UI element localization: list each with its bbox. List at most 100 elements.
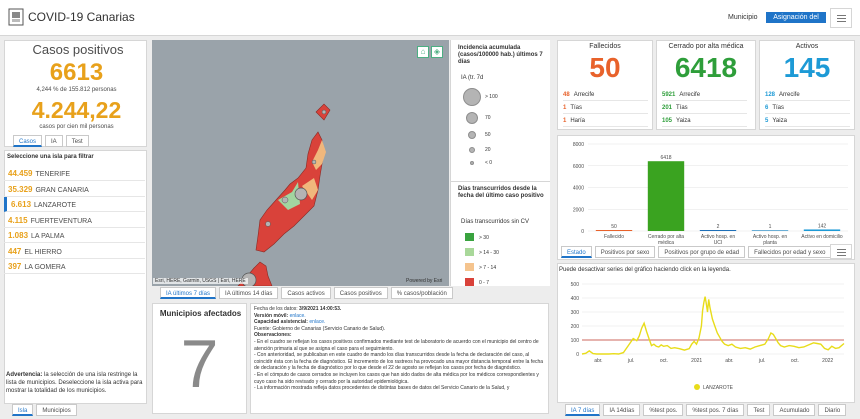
municipio-link[interactable]: Municipio bbox=[728, 14, 758, 21]
bar-category-label: Cerrado por alta bbox=[648, 234, 684, 240]
isla-item-fuerteventura[interactable]: 4.115 FUERTEVENTURA bbox=[4, 213, 145, 228]
isla-name: GRAN CANARIA bbox=[35, 186, 89, 194]
stat-row-value: 201 bbox=[662, 105, 673, 111]
isla-item-tenerife[interactable]: 44.459 TENERIFE bbox=[4, 166, 145, 181]
stat-row-value: 5921 bbox=[662, 92, 676, 98]
legend-size-label: > 100 bbox=[485, 94, 498, 100]
tab-diario[interactable]: Diario bbox=[818, 404, 847, 416]
legend-swatch-lanzarote[interactable] bbox=[694, 384, 700, 390]
stat-row-name: Arrecife bbox=[779, 92, 800, 98]
capacidad-label: Capacidad asistencial: bbox=[254, 319, 310, 326]
stat-row[interactable]: 5 Yaiza bbox=[765, 115, 850, 127]
tab-ia7[interactable]: IA 7 días bbox=[565, 404, 601, 416]
stat-row[interactable]: 5921 Arrecife bbox=[662, 89, 747, 101]
stat-row-value: 6 bbox=[765, 105, 769, 111]
tab-fallecidos-edad-sexo[interactable]: Fallecidos por edad y sexo bbox=[748, 246, 832, 258]
stat-row[interactable]: 128 Arrecife bbox=[765, 89, 850, 101]
map-tabbar: IA últimos 7 días IA últimos 14 días Cas… bbox=[160, 287, 453, 299]
line-x-tick: abr. bbox=[594, 358, 602, 364]
obs-4: - La información mostrada refleja datos … bbox=[254, 385, 510, 392]
isla-name: TENERIFE bbox=[35, 171, 71, 178]
legend-class-label: > 30 bbox=[479, 235, 489, 241]
asignacion-caso-button[interactable]: Asignación del caso bbox=[766, 12, 826, 32]
tab-acumulado[interactable]: Acumulado bbox=[773, 404, 816, 416]
home-icon[interactable]: ⌂ bbox=[417, 46, 429, 58]
line-y-tick: 100 bbox=[571, 338, 580, 344]
line-y-tick: 200 bbox=[571, 324, 580, 330]
legend-label-lanzarote[interactable]: LANZAROTE bbox=[703, 385, 734, 391]
isla-item-el-hierro[interactable]: 447 EL HIERRO bbox=[4, 244, 145, 259]
ia-line-chart[interactable]: 0 100 200 300 400 500 abr. jul. oct. 2021 abr. jul.… bbox=[560, 278, 850, 398]
legend-size-label: < 0 bbox=[485, 160, 493, 166]
obs-2: - Con anterioridad, se publicaban en est… bbox=[254, 352, 544, 372]
bar[interactable] bbox=[803, 229, 841, 231]
line-x-tick: jul. bbox=[627, 358, 634, 364]
line-x-tick: oct. bbox=[791, 358, 799, 364]
tab-isla[interactable]: Isla bbox=[12, 404, 34, 416]
stat-row-value: 128 bbox=[765, 92, 776, 98]
capacidad-link[interactable]: enlace. bbox=[309, 319, 326, 326]
app-title: COVID-19 Canarias bbox=[28, 10, 135, 24]
obs-label: Observaciones: bbox=[254, 332, 292, 339]
stat-row[interactable]: 201 Tías bbox=[662, 102, 747, 114]
line-y-tick: 400 bbox=[571, 296, 580, 302]
menu-icon[interactable] bbox=[830, 8, 852, 28]
stat-title: Cerrado por alta médica bbox=[668, 43, 744, 50]
stat-row[interactable]: 6 Tías bbox=[765, 102, 850, 114]
tab-ia[interactable]: IA bbox=[45, 135, 63, 147]
bar[interactable] bbox=[751, 230, 789, 231]
stat-row[interactable]: 1 Haría bbox=[563, 115, 648, 127]
stat-row-name: Tías bbox=[772, 105, 785, 111]
tab-casos-positivos[interactable]: Casos positivos bbox=[333, 287, 388, 299]
stat-row[interactable]: 105 Yaiza bbox=[662, 115, 747, 127]
isla-value: 6.613 bbox=[11, 200, 32, 209]
stat-row-value: 1 bbox=[563, 118, 567, 124]
isla-item-la-palma[interactable]: 1.083 LA PALMA bbox=[4, 228, 145, 243]
legend-circle-50 bbox=[468, 131, 476, 139]
tab-ia-7[interactable]: IA últimos 7 días bbox=[160, 287, 217, 299]
advertencia-label: Advertencia: bbox=[6, 372, 43, 378]
fecha-value: 3/9/2021 14:00:53. bbox=[299, 306, 342, 312]
legend-size-label: 70 bbox=[485, 115, 491, 121]
bar[interactable] bbox=[647, 161, 685, 231]
isla-item-gran-canaria[interactable]: 35.329 GRAN CANARIA bbox=[4, 182, 145, 197]
stat-row[interactable]: 48 Arrecife bbox=[563, 89, 648, 101]
bar[interactable] bbox=[699, 230, 737, 231]
tab-test[interactable]: Test bbox=[65, 135, 89, 147]
series-line-lanzarote[interactable] bbox=[581, 296, 845, 355]
tab-ia14[interactable]: IA 14días bbox=[603, 404, 641, 416]
bar-category-label: médica bbox=[658, 240, 674, 246]
tab-casos-activos[interactable]: Casos activos bbox=[281, 287, 331, 299]
version-link[interactable]: enlace. bbox=[289, 312, 306, 319]
line-y-tick: 300 bbox=[571, 310, 580, 316]
tab-test-pos[interactable]: %test pos. bbox=[643, 404, 684, 416]
map-canvas[interactable] bbox=[152, 40, 449, 286]
tab-test[interactable]: Test bbox=[747, 404, 771, 416]
municipios-panel: Municipios afectados bbox=[152, 303, 247, 414]
isla-value: 397 bbox=[8, 262, 22, 271]
tab-estado[interactable]: Estado bbox=[561, 246, 592, 258]
islas-heading: Seleccione una isla para filtrar bbox=[7, 154, 94, 160]
map-view[interactable] bbox=[152, 40, 449, 286]
tab-casos[interactable]: Casos bbox=[13, 135, 43, 147]
chart-menu-icon[interactable] bbox=[830, 244, 852, 259]
tab-positivos-sexo[interactable]: Positivos por sexo bbox=[594, 246, 656, 258]
tab-municipios[interactable]: Municipios bbox=[36, 404, 77, 416]
obs-3: - En el cómputo de casos cerrados se inc… bbox=[254, 371, 539, 385]
isla-item-lanzarote[interactable]: 6.613 LANZAROTE bbox=[4, 197, 145, 212]
stat-row-name: Yaiza bbox=[676, 118, 691, 124]
stat-row-name: Yaiza bbox=[772, 118, 787, 124]
isla-item-la-gomera[interactable]: 397 LA GOMERA bbox=[4, 259, 145, 274]
tab-ia-14[interactable]: IA últimos 14 días bbox=[219, 287, 279, 299]
estado-bar-chart: 0 2000 4000 6000 8000 50 Fallecido 6418 Cerrado … bbox=[573, 142, 848, 246]
isla-name: LANZAROTE bbox=[34, 202, 77, 209]
bar[interactable] bbox=[595, 230, 633, 231]
tab-pct-poblacion[interactable]: % casos/población bbox=[390, 287, 453, 299]
version-label: Versión móvil: bbox=[254, 312, 290, 319]
casos-pct-line: 4,244 % de 155.812 personas bbox=[36, 87, 117, 93]
layers-icon[interactable]: ◈ bbox=[431, 46, 443, 58]
tab-test-pos-7[interactable]: %test pos. 7 días bbox=[686, 404, 745, 416]
stat-row[interactable]: 1 Tías bbox=[563, 102, 648, 114]
tab-positivos-edad[interactable]: Positivos por grupo de edad bbox=[658, 246, 746, 258]
casos-rate: 4.244,22 bbox=[31, 97, 122, 123]
